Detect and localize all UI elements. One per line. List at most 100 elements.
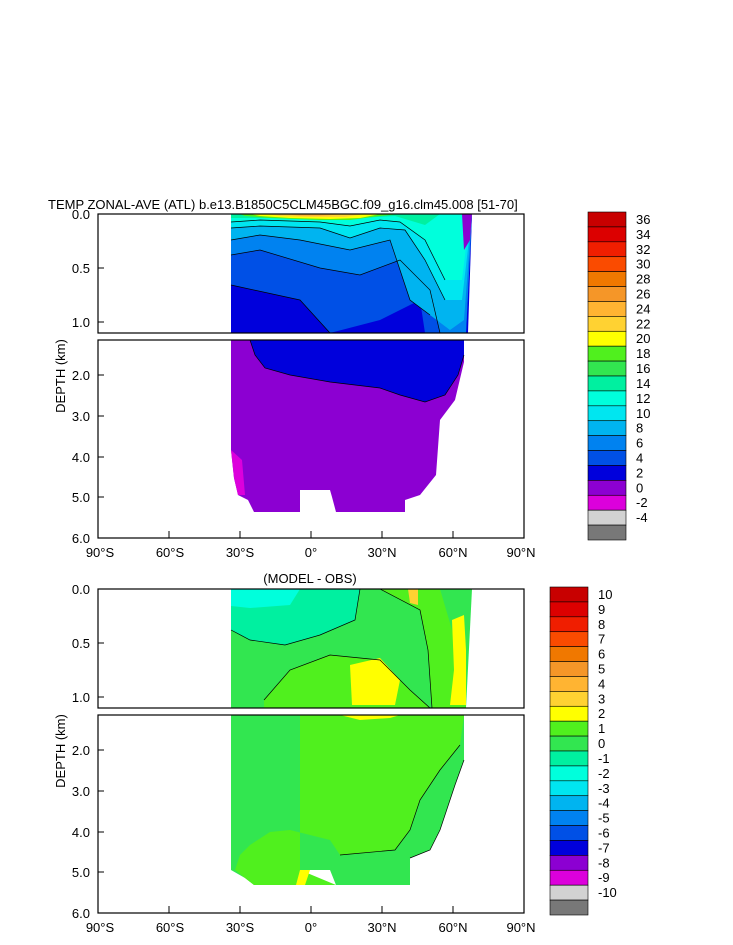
- colorbar-2-label-19: -9: [598, 870, 610, 885]
- colorbar-2-swatch-18: [549, 855, 589, 871]
- colorbar-1-label-16: 4: [636, 451, 643, 466]
- panel-1-y-tick-labels: 0.0 0.5 1.0 2.0 3.0 4.0 5.0 6.0: [72, 207, 90, 546]
- colorbar-2-swatch-3: [549, 631, 589, 647]
- p2-xtick-5: 60°N: [438, 920, 467, 935]
- colorbar-1-swatch-7: [587, 316, 627, 332]
- colorbar-1-swatch-18: [587, 480, 627, 496]
- p1-xtick-3: 0°: [305, 545, 317, 560]
- colorbar-2-label-16: -6: [598, 826, 610, 841]
- panel-1-upper-field: [230, 214, 472, 333]
- colorbar-1-label-6: 24: [636, 301, 650, 316]
- p1-ytick-u2: 1.0: [72, 315, 90, 330]
- colorbar-1-label-8: 20: [636, 331, 650, 346]
- panel-2-upper-frame: [97, 588, 525, 709]
- colorbar-2-label-12: -2: [598, 766, 610, 781]
- p1-xtick-4: 30°N: [367, 545, 396, 560]
- p1-ytick-l2: 4.0: [72, 450, 90, 465]
- colorbar-1-label-11: 14: [636, 376, 650, 391]
- p1-xtick-2: 30°S: [226, 545, 255, 560]
- colorbar-1-label-15: 6: [636, 436, 643, 451]
- colorbar-1-label-17: 2: [636, 465, 643, 480]
- panel-1-y-ticks: [98, 213, 104, 539]
- p2u-contour-b: [263, 654, 431, 708]
- colorbar-2-label-10: 0: [598, 736, 605, 751]
- colorbar-1-label-12: 12: [636, 391, 650, 406]
- colorbar-2-label-6: 4: [598, 676, 605, 691]
- panel-2-x-tick-labels: 90°S 60°S 30°S 0° 30°N 60°N 90°N: [86, 920, 536, 935]
- p2u-band-neg2: [231, 589, 300, 608]
- p2-xtick-0: 90°S: [86, 920, 115, 935]
- p2-xtick-1: 60°S: [156, 920, 185, 935]
- colorbar-1-swatch-3: [587, 256, 627, 272]
- p2u-band-1b: [380, 589, 466, 708]
- panel-2-y-ticks: [98, 588, 104, 914]
- p1u-contour-b: [230, 249, 441, 333]
- colorbar-2-swatch-10: [549, 735, 589, 752]
- p1-ytick-l4: 6.0: [72, 531, 90, 546]
- colorbar-2-swatch-15: [549, 810, 589, 826]
- colorbar-2-label-13: -3: [598, 781, 610, 796]
- colorbar-1-swatch-16: [587, 450, 627, 466]
- p1-ytick-l3: 5.0: [72, 490, 90, 505]
- colorbar-1-label-14: 8: [636, 421, 643, 436]
- colorbar-2-swatch-21: [549, 899, 589, 916]
- p1u-band-14: [231, 214, 470, 280]
- p1u-cold-strip: [462, 214, 472, 250]
- p1u-contour-c: [230, 234, 431, 316]
- p1l-contour-4: [249, 340, 465, 403]
- colorbar-2-swatch-12: [549, 765, 589, 782]
- colorbar-2-label-18: -8: [598, 855, 610, 870]
- colorbar-2-label-3: 7: [598, 632, 605, 647]
- colorbar-2-label-11: -1: [598, 751, 610, 766]
- panel-1-upper-frame: [97, 213, 525, 334]
- panel-1-ylabel: DEPTH (km): [53, 339, 68, 413]
- panel-2-ylabel: DEPTH (km): [53, 714, 68, 788]
- p1-xtick-0: 90°S: [86, 545, 115, 560]
- colorbar-2-swatch-16: [549, 825, 589, 841]
- colorbar-1-label-13: 10: [636, 406, 650, 421]
- p2-ytick-l1: 3.0: [72, 784, 90, 799]
- colorbar-2-label-0: 10: [598, 587, 612, 602]
- panel-1-lower-field: [231, 340, 465, 512]
- p2-xtick-3: 0°: [305, 920, 317, 935]
- panel-2-x-ticks: [97, 906, 525, 913]
- colorbar-1-label-10: 16: [636, 361, 650, 376]
- p2u-contour-c: [379, 589, 433, 708]
- colorbar-1-swatch-21: [587, 524, 627, 541]
- colorbar-2-label-2: 8: [598, 617, 605, 632]
- p2l-contour-b: [339, 744, 461, 856]
- colorbar-1-swatch-6: [587, 301, 627, 317]
- colorbar-2-label-5: 5: [598, 662, 605, 677]
- p2l-band-2b: [340, 715, 400, 720]
- colorbar-2-swatch-19: [549, 869, 589, 886]
- p2l-contour-a: [409, 759, 465, 859]
- colorbar-2-swatch-8: [549, 705, 589, 722]
- p2-ytick-u1: 0.5: [72, 636, 90, 651]
- p2-ytick-l4: 6.0: [72, 906, 90, 921]
- colorbar-1-label-3: 30: [636, 257, 650, 272]
- colorbar-1-swatch-17: [587, 465, 627, 481]
- colorbar-1-label-18: 0: [636, 480, 643, 495]
- colorbar-2-label-15: -5: [598, 811, 610, 826]
- p1-xtick-6: 90°N: [506, 545, 535, 560]
- colorbar-1-label-9: 18: [636, 346, 650, 361]
- p2-ytick-l3: 5.0: [72, 865, 90, 880]
- colorbar-1-label-7: 22: [636, 316, 650, 331]
- p1-xtick-5: 60°N: [438, 545, 467, 560]
- panel-2-title: (MODEL - OBS): [263, 571, 356, 586]
- p2-ytick-u0: 0.0: [72, 582, 90, 597]
- colorbar-2-swatch-5: [549, 661, 589, 677]
- colorbar-2-label-17: -7: [598, 840, 610, 855]
- panel-1-x-ticks: [97, 531, 525, 538]
- colorbar-2-label-9: 1: [598, 721, 605, 736]
- colorbar-1-swatch-10: [587, 360, 627, 377]
- p1u-contour-a: [230, 284, 331, 333]
- p2u-band-2b: [450, 615, 466, 705]
- p1u-band-12: [231, 214, 472, 300]
- colorbar-2-swatch-17: [549, 840, 589, 856]
- p2-ytick-l0: 2.0: [72, 743, 90, 758]
- colorbar-2-label-20: -10: [598, 885, 617, 900]
